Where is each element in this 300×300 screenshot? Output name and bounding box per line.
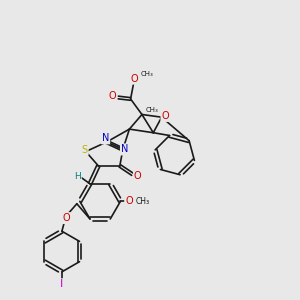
Text: O: O — [134, 171, 142, 181]
Text: N: N — [121, 144, 128, 154]
Text: O: O — [161, 111, 169, 121]
Text: CH₃: CH₃ — [135, 197, 149, 206]
Text: O: O — [62, 213, 70, 223]
Text: O: O — [109, 91, 116, 101]
Text: S: S — [82, 145, 88, 155]
Text: CH₃: CH₃ — [140, 71, 153, 77]
Text: N: N — [102, 134, 109, 143]
Text: I: I — [60, 279, 64, 290]
Text: O: O — [125, 196, 133, 206]
Text: CH₃: CH₃ — [146, 107, 158, 113]
Text: H: H — [74, 172, 81, 181]
Text: O: O — [130, 74, 138, 84]
